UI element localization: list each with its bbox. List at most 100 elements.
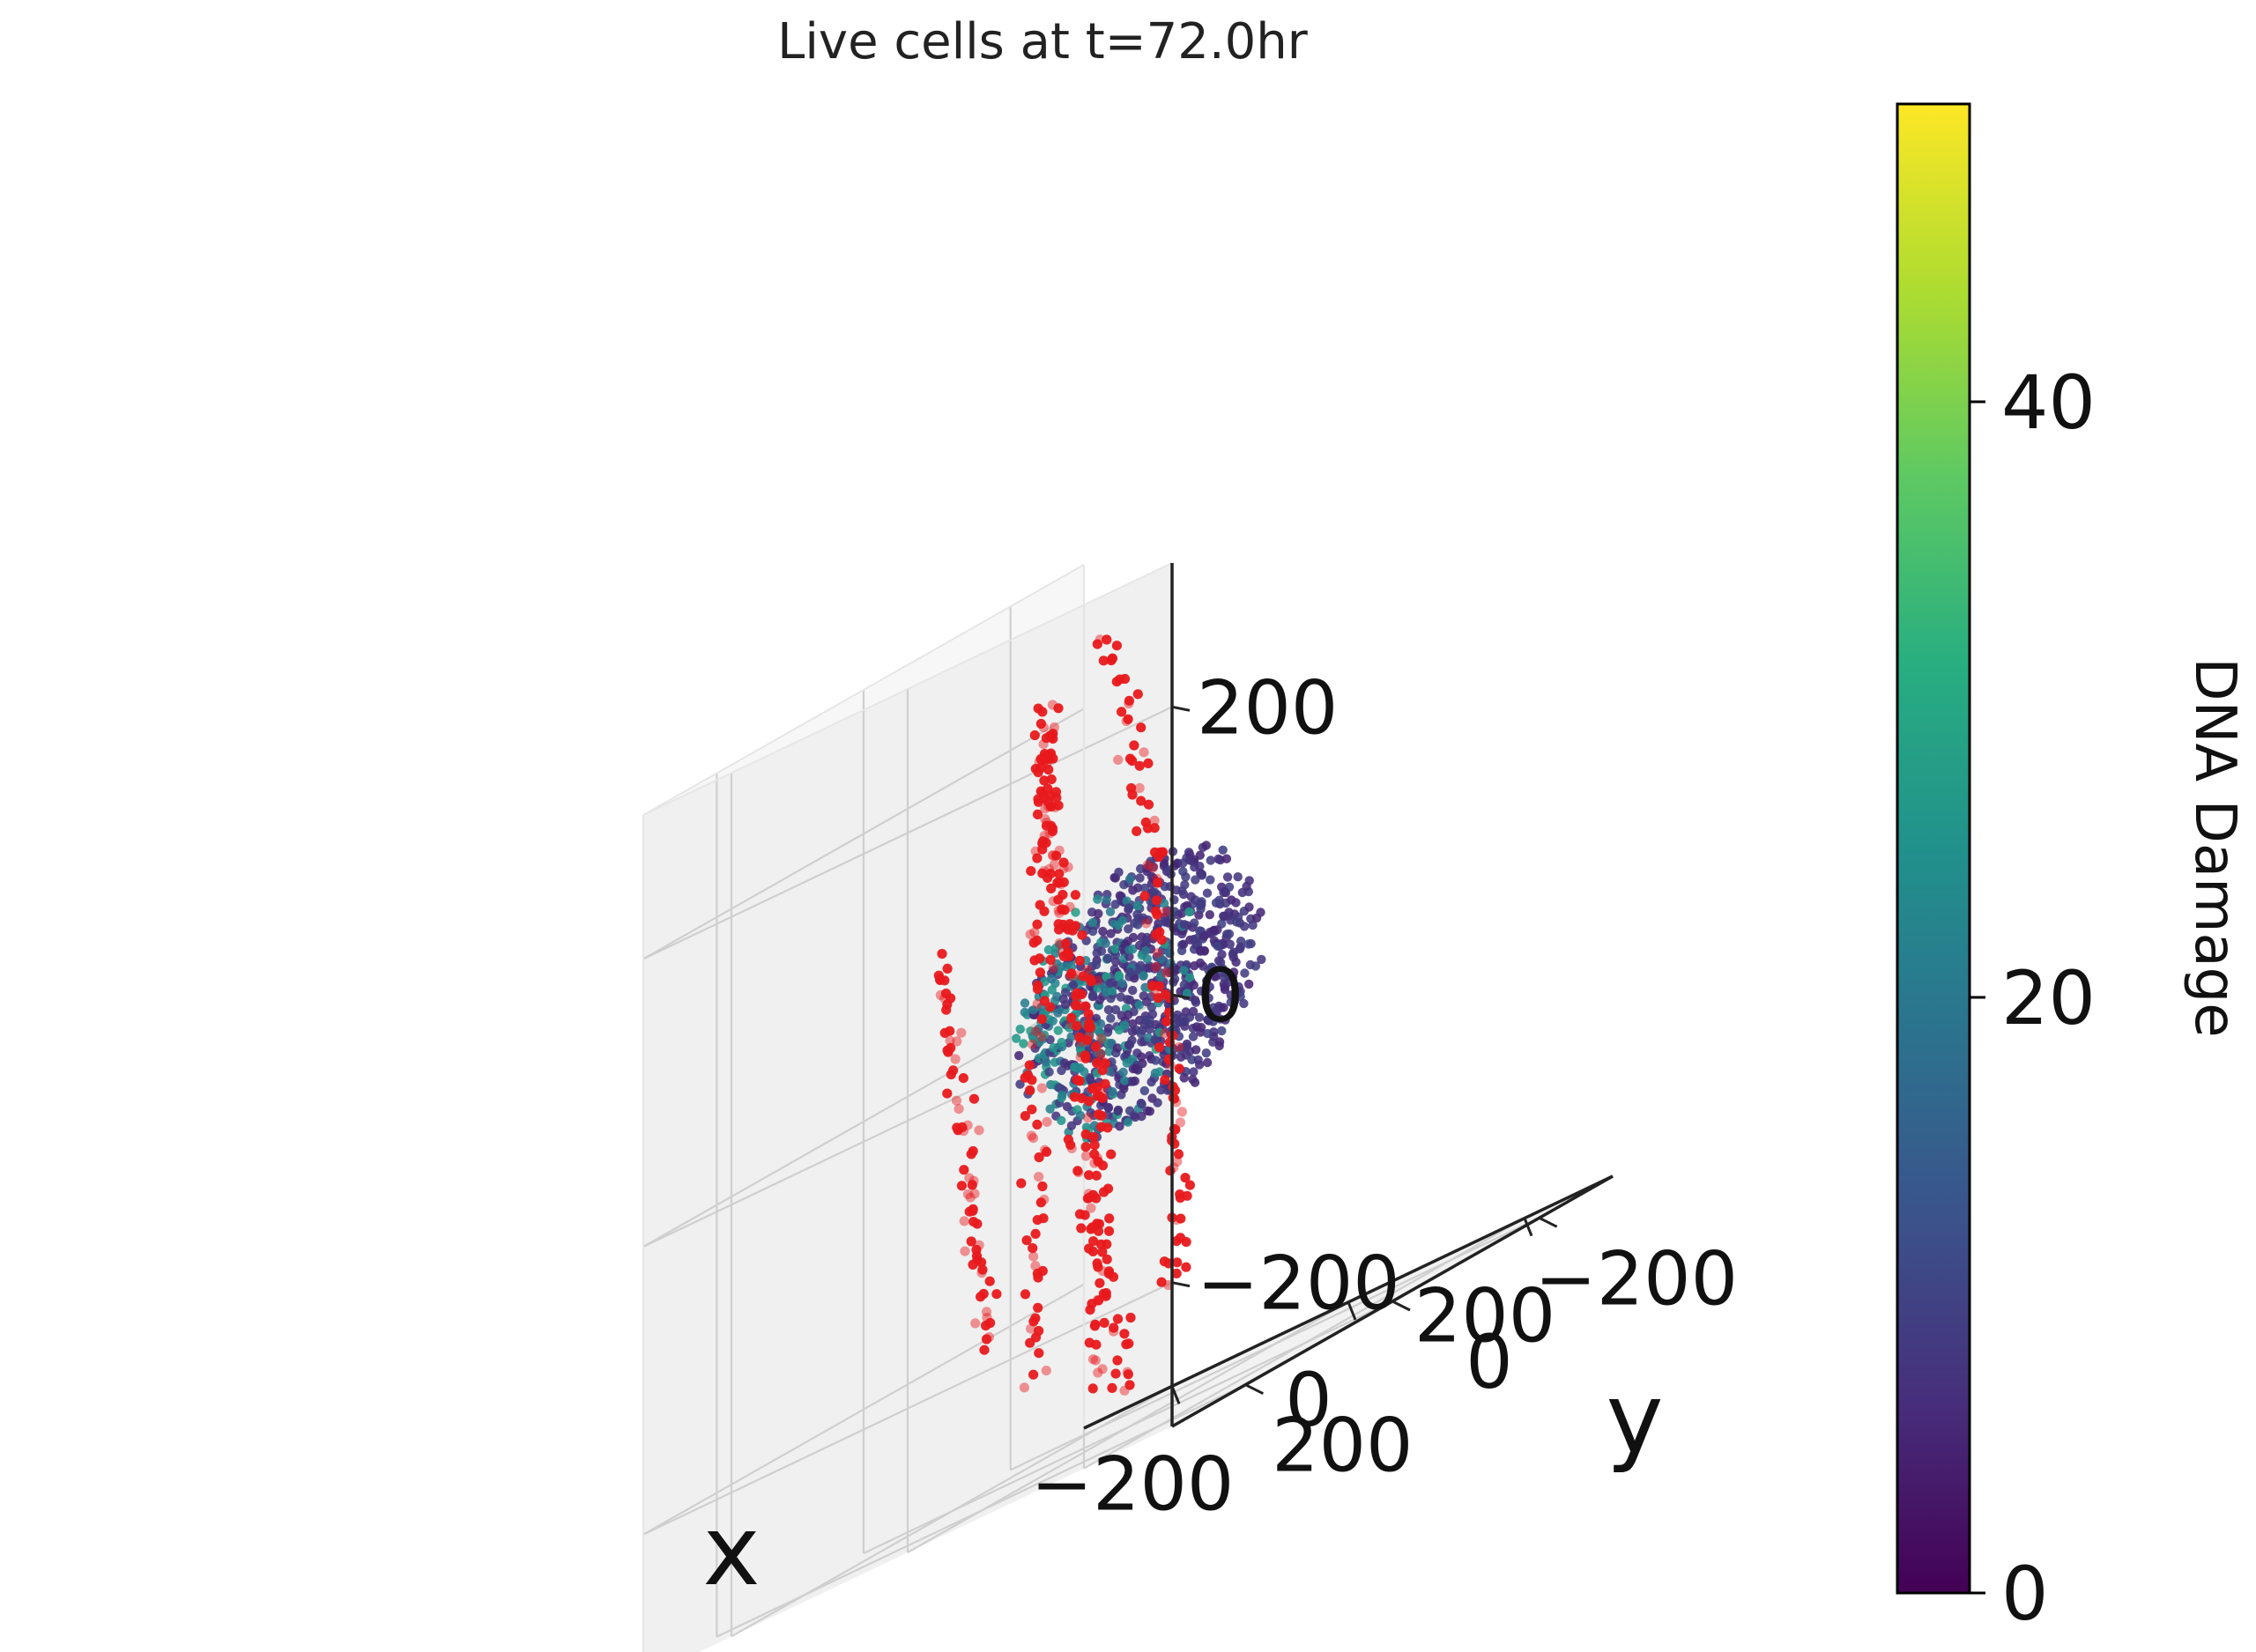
migrating-cell [1025, 1337, 1035, 1348]
tumor-cell [1219, 973, 1229, 982]
migrating-cell [1080, 1053, 1091, 1063]
migrating-cell [1109, 1322, 1119, 1333]
migrating-cell [1100, 1058, 1110, 1069]
tumor-cell [1128, 945, 1138, 954]
tumor-cell [1114, 971, 1124, 981]
migrating-cell [1180, 1173, 1191, 1183]
migrating-cell [1156, 1277, 1167, 1287]
tumor-cell [1134, 940, 1145, 951]
colorbar-ticks: 0 20 40 [1970, 359, 2096, 1637]
migrating-cell [945, 1035, 955, 1046]
migrating-cell [968, 1259, 978, 1270]
migrating-cell [970, 1318, 981, 1329]
migrating-cell [962, 1189, 973, 1200]
migrating-cell [1089, 1158, 1100, 1168]
migrating-cell [1045, 868, 1056, 879]
tumor-cell [1061, 1000, 1071, 1010]
tumor-cell [1058, 1090, 1067, 1100]
tumor-cell [1190, 918, 1199, 928]
migrating-cell [1035, 718, 1046, 730]
migrating-cell [1084, 1029, 1095, 1040]
migrating-cell [1119, 1385, 1130, 1396]
migrating-cell [1034, 1152, 1044, 1163]
migrating-cell [1021, 1235, 1032, 1246]
tumor-cell [1105, 978, 1115, 989]
tumor-cell [1128, 932, 1139, 943]
migrating-cell [1028, 1251, 1039, 1262]
migrating-cell [1036, 1032, 1047, 1042]
migrating-cell [1176, 1107, 1187, 1117]
migrating-cell [1124, 1380, 1135, 1390]
migrating-cell [1143, 758, 1154, 769]
migrating-cell [1165, 1059, 1176, 1070]
tumor-cell [1213, 941, 1222, 952]
migrating-cell [1157, 847, 1169, 857]
migrating-cell [985, 1317, 996, 1329]
migrating-cell [1037, 844, 1048, 855]
migrating-cell [1123, 714, 1133, 724]
migrating-cell [1045, 954, 1056, 965]
tumor-cell [1110, 1004, 1121, 1015]
migrating-cell [1066, 1012, 1077, 1023]
migrating-cell [1092, 1258, 1102, 1269]
tumor-cell [1210, 972, 1220, 982]
y-tick-label: −200 [1534, 1235, 1738, 1322]
migrating-cell [1134, 782, 1145, 794]
tumor-cell [1103, 1102, 1114, 1113]
migrating-cell [1087, 1383, 1098, 1394]
migrating-cell [1147, 981, 1158, 991]
migrating-cell [1016, 1178, 1027, 1189]
migrating-cell [1032, 998, 1043, 1009]
grid-line [863, 1300, 1393, 1554]
migrating-cell [1122, 1367, 1132, 1377]
tumor-cell [1015, 1024, 1025, 1034]
migrating-cell [1107, 1382, 1117, 1393]
tumor-cell [1184, 855, 1195, 865]
migrating-cell [1080, 1001, 1091, 1011]
migrating-cell [1124, 753, 1136, 764]
migrating-cell [1151, 895, 1162, 906]
tumor-cell [1102, 895, 1111, 905]
tumor-cell [1181, 872, 1191, 882]
migrating-cell [1174, 1041, 1184, 1052]
migrating-cell [1113, 754, 1124, 766]
migrating-cell [1095, 1048, 1106, 1059]
tumor-cell [1148, 862, 1159, 872]
tumor-cell [1228, 972, 1238, 982]
migrating-cell [1032, 809, 1043, 820]
tumor-cell [1103, 953, 1113, 964]
migrating-cell [978, 1288, 989, 1300]
migrating-cell [1039, 906, 1050, 916]
tumor-cell [1248, 920, 1258, 930]
tumor-cell [1189, 1067, 1198, 1077]
tumor-cell [1054, 1083, 1064, 1093]
tumor-cell [1047, 985, 1058, 995]
tumor-cell [1224, 929, 1235, 939]
migrating-cell [939, 1027, 950, 1038]
tumor-cell [1039, 1030, 1050, 1040]
tumor-cell [1201, 1048, 1212, 1058]
tumor-cell [1053, 1008, 1063, 1018]
tumor-cell [1239, 922, 1250, 931]
tumor-cell [1096, 946, 1107, 956]
x-tick-label: 200 [1414, 1273, 1555, 1359]
migrating-cell [1032, 919, 1043, 930]
tumor-cell [1184, 907, 1194, 917]
migrating-cell [1072, 1020, 1082, 1031]
z-tick-label: 0 [1197, 952, 1243, 1039]
tumor-cell [1244, 902, 1254, 912]
tumor-cell [1219, 1003, 1228, 1012]
migrating-cell [1080, 1210, 1090, 1220]
migrating-cell [1020, 1111, 1030, 1122]
migrating-cell [1093, 1109, 1103, 1120]
migrating-cell [1038, 836, 1049, 847]
migrating-cell [956, 1181, 967, 1191]
migrating-cell [1112, 1314, 1124, 1324]
axes-3d [642, 562, 1613, 1652]
tumor-cell [1201, 841, 1212, 850]
colorbar-gradient [1896, 102, 1971, 1595]
migrating-cell [1047, 850, 1058, 861]
tumor-cell [1218, 845, 1228, 855]
migrating-cell [1139, 891, 1150, 901]
tumor-cell [1065, 1023, 1074, 1033]
